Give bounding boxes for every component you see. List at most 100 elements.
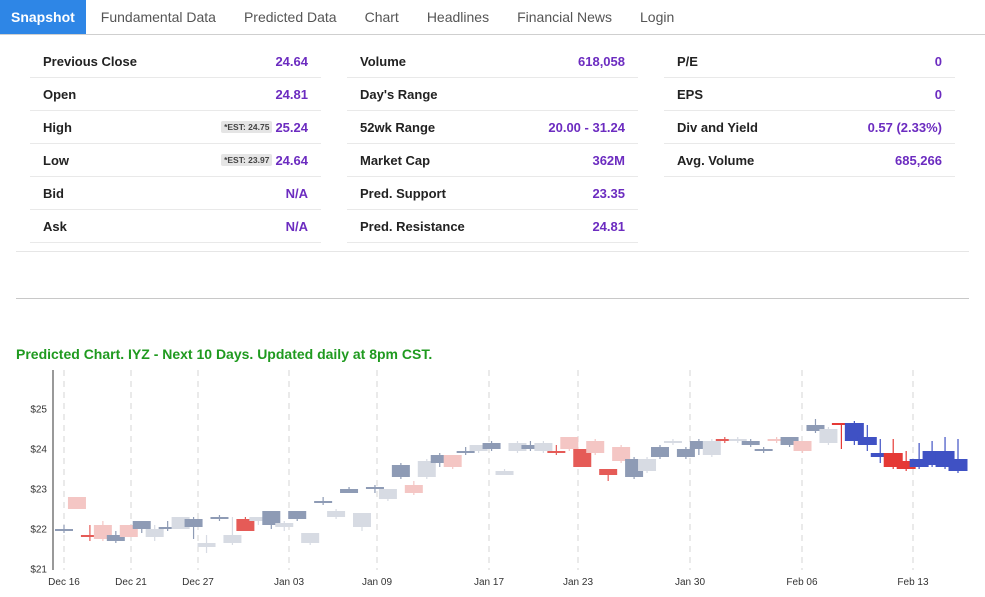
candle-body bbox=[508, 443, 527, 451]
candle-body bbox=[819, 429, 838, 443]
candle-body bbox=[651, 447, 669, 457]
tab-login[interactable]: Login bbox=[640, 9, 675, 25]
tab-chart[interactable]: Chart bbox=[364, 9, 399, 25]
divider bbox=[16, 298, 969, 299]
candle-body bbox=[391, 465, 410, 477]
candle-body bbox=[314, 501, 333, 503]
candle-body bbox=[844, 423, 864, 441]
stat-row-previous-close: Previous Close 24.64 bbox=[30, 45, 321, 78]
stat-label: P/E bbox=[677, 53, 698, 69]
stat-label: High bbox=[43, 119, 72, 135]
candlestick-chart[interactable]: Dec 16 Dec 21 Dec 27 Jan 03 Jan 09 Jan 17 Jan … bbox=[0, 362, 985, 597]
candle-body bbox=[780, 437, 799, 445]
candle-body bbox=[482, 443, 501, 449]
x-tick-label: Jan 09 bbox=[362, 577, 392, 588]
candle-body bbox=[249, 517, 268, 521]
candle-body bbox=[365, 487, 384, 489]
estimate-badge: *EST: 24.75 bbox=[221, 121, 273, 133]
stats-column-2: Volume 618,058 Day's Range 52wk Range 20.0… bbox=[347, 45, 638, 243]
candle-body bbox=[767, 439, 786, 441]
candle-body bbox=[210, 517, 229, 519]
candle-body bbox=[417, 461, 436, 477]
tab-predicted-data[interactable]: Predicted Data bbox=[243, 9, 337, 25]
candle-body bbox=[676, 449, 695, 457]
stat-label: Pred. Resistance bbox=[360, 218, 465, 234]
stat-row-pe: P/E 0 bbox=[664, 45, 955, 78]
stats-column-1: Previous Close 24.64 Open 24.81 High *EST: … bbox=[30, 45, 321, 243]
stat-value: 24.64 bbox=[275, 53, 308, 69]
stat-label: Market Cap bbox=[360, 152, 431, 168]
stat-row-bid: Bid N/A bbox=[30, 177, 321, 210]
candle-body bbox=[948, 459, 968, 471]
candle-body bbox=[55, 529, 73, 531]
candle-body bbox=[378, 489, 397, 499]
candle-body bbox=[456, 451, 475, 453]
stat-row-volume: Volume 618,058 bbox=[347, 45, 638, 78]
candle-body bbox=[106, 535, 125, 541]
tab-fundamental-data[interactable]: Fundamental Data bbox=[100, 9, 216, 25]
stat-label: Open bbox=[43, 86, 77, 102]
stat-label: 52wk Range bbox=[360, 119, 436, 135]
stat-value: 362M bbox=[592, 152, 625, 168]
tab-bar: Snapshot Fundamental Data Predicted Data… bbox=[0, 0, 985, 35]
tab-financial-news[interactable]: Financial News bbox=[517, 9, 613, 25]
stat-label: Pred. Support bbox=[360, 185, 446, 201]
candle-body bbox=[715, 439, 734, 441]
candle-body bbox=[702, 441, 721, 455]
stat-value: 24.64 bbox=[275, 152, 308, 168]
divider bbox=[16, 251, 969, 252]
stat-row-pred-support: Pred. Support 23.35 bbox=[347, 177, 638, 210]
candle-body bbox=[689, 441, 708, 449]
candle-body bbox=[340, 489, 359, 493]
stat-label: Avg. Volume bbox=[677, 152, 755, 168]
stat-row-52wk-range: 52wk Range 20.00 - 31.24 bbox=[347, 111, 638, 144]
stat-row-ask: Ask N/A bbox=[30, 210, 321, 243]
candle-body bbox=[573, 449, 592, 467]
candle-body bbox=[327, 511, 346, 517]
x-tick-label: Jan 23 bbox=[563, 577, 593, 588]
candle-body bbox=[896, 461, 916, 469]
candle-body bbox=[67, 497, 86, 509]
stat-row-avg-volume: Avg. Volume 685,266 bbox=[664, 144, 955, 177]
candle-body bbox=[806, 425, 825, 431]
candle-body bbox=[728, 439, 747, 441]
stat-label: EPS bbox=[677, 86, 704, 102]
candle-body bbox=[443, 455, 462, 467]
stats-column-3: P/E 0 EPS 0 Div and Yield 0.57 (2.33%) Avg.… bbox=[664, 45, 955, 243]
candle-body bbox=[638, 459, 657, 471]
y-tick-label: $21 bbox=[30, 565, 47, 576]
candle-body bbox=[469, 445, 488, 451]
chart-title: Predicted Chart. IYZ - Next 10 Days. Upd… bbox=[16, 346, 433, 362]
tab-headlines[interactable]: Headlines bbox=[426, 9, 490, 25]
candle-body bbox=[275, 523, 294, 527]
candle-body bbox=[158, 527, 177, 529]
stat-row-pred-resistance: Pred. Resistance 24.81 bbox=[347, 210, 638, 243]
candle-body bbox=[870, 453, 890, 457]
candle-body bbox=[663, 441, 682, 443]
candle-body bbox=[857, 437, 877, 445]
stat-label: Day's Range bbox=[360, 86, 438, 102]
stat-value: 23.35 bbox=[592, 185, 625, 201]
tab-snapshot[interactable]: Snapshot bbox=[0, 0, 86, 34]
x-tick-label: Dec 21 bbox=[115, 577, 147, 588]
stat-row-eps: EPS 0 bbox=[664, 78, 955, 111]
y-tick-label: $24 bbox=[30, 445, 47, 456]
y-tick-label: $25 bbox=[30, 405, 47, 416]
candle-body bbox=[521, 445, 540, 449]
stat-row-low: Low *EST: 23.97 24.64 bbox=[30, 144, 321, 177]
candle-body bbox=[223, 535, 242, 543]
stat-value: N/A bbox=[285, 218, 308, 234]
y-tick-label: $22 bbox=[30, 525, 47, 536]
candle-body bbox=[262, 511, 281, 525]
x-tick-label: Feb 06 bbox=[786, 577, 818, 588]
stat-value: N/A bbox=[285, 185, 308, 201]
candle-body bbox=[184, 519, 203, 527]
candle-body bbox=[547, 451, 566, 453]
candle-body bbox=[599, 469, 618, 475]
stat-value: 0 bbox=[934, 86, 942, 102]
x-tick-label: Dec 27 bbox=[182, 577, 214, 588]
stat-value: 20.00 - 31.24 bbox=[548, 119, 625, 135]
stat-label: Volume bbox=[360, 53, 406, 69]
candle-body bbox=[560, 437, 579, 449]
stat-row-div-yield: Div and Yield 0.57 (2.33%) bbox=[664, 111, 955, 144]
